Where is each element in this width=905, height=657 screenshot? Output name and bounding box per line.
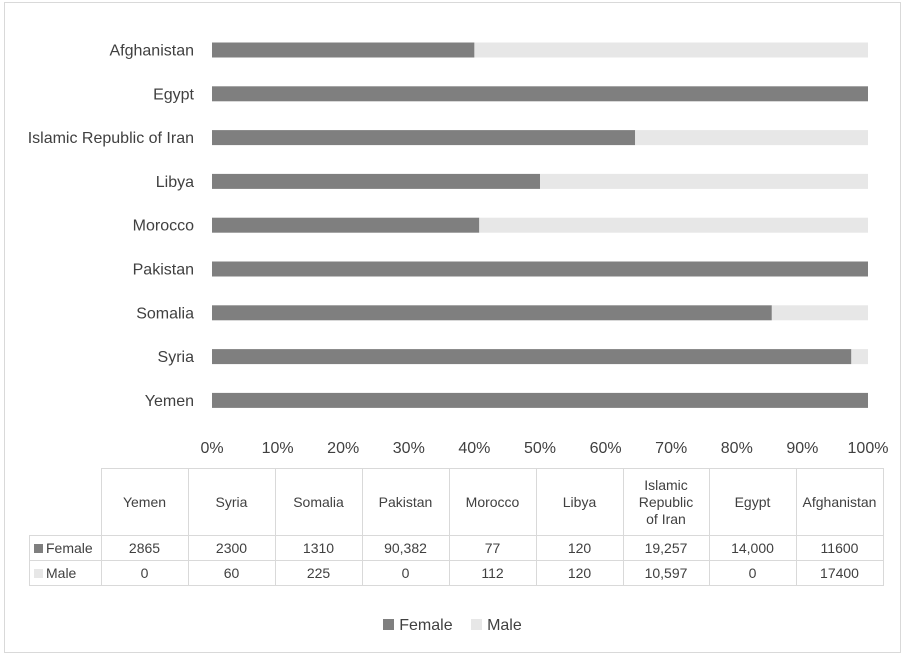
bar-female-afghanistan xyxy=(212,42,475,58)
row-header-female: Female xyxy=(29,535,102,561)
table-col-header: Syria xyxy=(187,468,276,536)
table-cell: 1310 xyxy=(274,535,363,561)
x-tick-label: 40% xyxy=(458,440,490,457)
table-cell: 90,382 xyxy=(361,535,450,561)
bar-female-morocco xyxy=(212,217,480,233)
table-cell: 225 xyxy=(274,560,363,586)
x-tick-label: 70% xyxy=(655,440,687,457)
category-label: Yemen xyxy=(145,393,194,410)
legend-item-female: Female xyxy=(383,617,453,635)
table-cell: 10,597 xyxy=(622,560,710,586)
legend-label-female: Female xyxy=(399,617,453,634)
table-cell: 0 xyxy=(361,560,450,586)
female-swatch xyxy=(34,544,43,553)
table-col-header: Egypt xyxy=(708,468,797,536)
table-col-header: Somalia xyxy=(274,468,363,536)
category-label: Libya xyxy=(156,174,194,191)
row-label: Male xyxy=(46,565,77,581)
bar-male-morocco xyxy=(479,217,868,233)
table-cell: 77 xyxy=(448,535,537,561)
category-label: Islamic Republic of Iran xyxy=(28,130,194,147)
table-corner xyxy=(29,468,102,536)
table-cell: 2865 xyxy=(100,535,189,561)
bar-male-somalia xyxy=(771,305,868,321)
bar-male-islamic-republic-of-iran xyxy=(635,130,868,146)
row-header-male: Male xyxy=(29,560,102,586)
table-cell: 2300 xyxy=(187,535,276,561)
table-cell: 120 xyxy=(535,535,624,561)
bar-female-yemen xyxy=(212,392,868,408)
legend-swatch-male xyxy=(471,619,483,630)
x-tick-label: 60% xyxy=(590,440,622,457)
table-col-header: Libya xyxy=(535,468,624,536)
x-tick-label: 100% xyxy=(848,440,889,457)
table-cell: 0 xyxy=(100,560,189,586)
x-tick-label: 30% xyxy=(393,440,425,457)
table-cell: 11600 xyxy=(795,535,884,561)
table-cell: 14,000 xyxy=(708,535,797,561)
bar-female-syria xyxy=(212,349,852,365)
x-tick-label: 90% xyxy=(786,440,818,457)
table-col-header: Islamic Republic of Iran xyxy=(622,468,710,536)
bar-male-libya xyxy=(540,173,868,189)
table-col-header: Pakistan xyxy=(361,468,450,536)
bar-male-afghanistan xyxy=(474,42,868,58)
bar-female-islamic-republic-of-iran xyxy=(212,130,636,146)
table-col-header: Afghanistan xyxy=(795,468,884,536)
category-label: Syria xyxy=(158,349,195,366)
category-label: Somalia xyxy=(136,305,194,322)
bar-male-syria xyxy=(851,349,868,365)
legend-swatch-female xyxy=(383,619,395,630)
bar-female-libya xyxy=(212,173,540,189)
bar-female-somalia xyxy=(212,305,772,321)
table-row-male: Male 0 60 225 0 112 120 10,597 0 17400 xyxy=(29,560,884,586)
category-label: Morocco xyxy=(133,218,194,235)
legend-item-male: Male xyxy=(471,617,522,635)
category-label: Afghanistan xyxy=(109,43,194,60)
table-cell: 112 xyxy=(448,560,537,586)
x-tick-label: 0% xyxy=(200,440,223,457)
row-label: Female xyxy=(46,540,93,556)
table-header-row: Yemen Syria Somalia Pakistan Morocco Lib… xyxy=(29,468,884,536)
x-tick-label: 80% xyxy=(721,440,753,457)
category-label: Egypt xyxy=(153,86,194,103)
table-row-female: Female 2865 2300 1310 90,382 77 120 19,2… xyxy=(29,535,884,561)
table-cell: 60 xyxy=(187,560,276,586)
table-cell: 120 xyxy=(535,560,624,586)
bar-female-egypt xyxy=(212,86,868,102)
x-tick-label: 20% xyxy=(327,440,359,457)
legend-label-male: Male xyxy=(487,617,522,634)
chart-frame xyxy=(4,2,901,653)
table-col-header: Morocco xyxy=(448,468,537,536)
x-tick-label: 10% xyxy=(262,440,294,457)
male-swatch xyxy=(34,569,43,578)
category-label: Pakistan xyxy=(133,262,194,279)
table-cell: 0 xyxy=(708,560,797,586)
table-col-header: Yemen xyxy=(100,468,189,536)
data-table: Yemen Syria Somalia Pakistan Morocco Lib… xyxy=(29,468,884,586)
table-cell: 19,257 xyxy=(622,535,710,561)
bar-female-pakistan xyxy=(212,261,868,277)
stacked-bar-chart: Afghanistan Egypt Islamic Republic of Iran… xyxy=(28,42,889,457)
x-tick-label: 50% xyxy=(524,440,556,457)
table-cell: 17400 xyxy=(795,560,884,586)
chart-legend: Female Male xyxy=(0,617,905,635)
